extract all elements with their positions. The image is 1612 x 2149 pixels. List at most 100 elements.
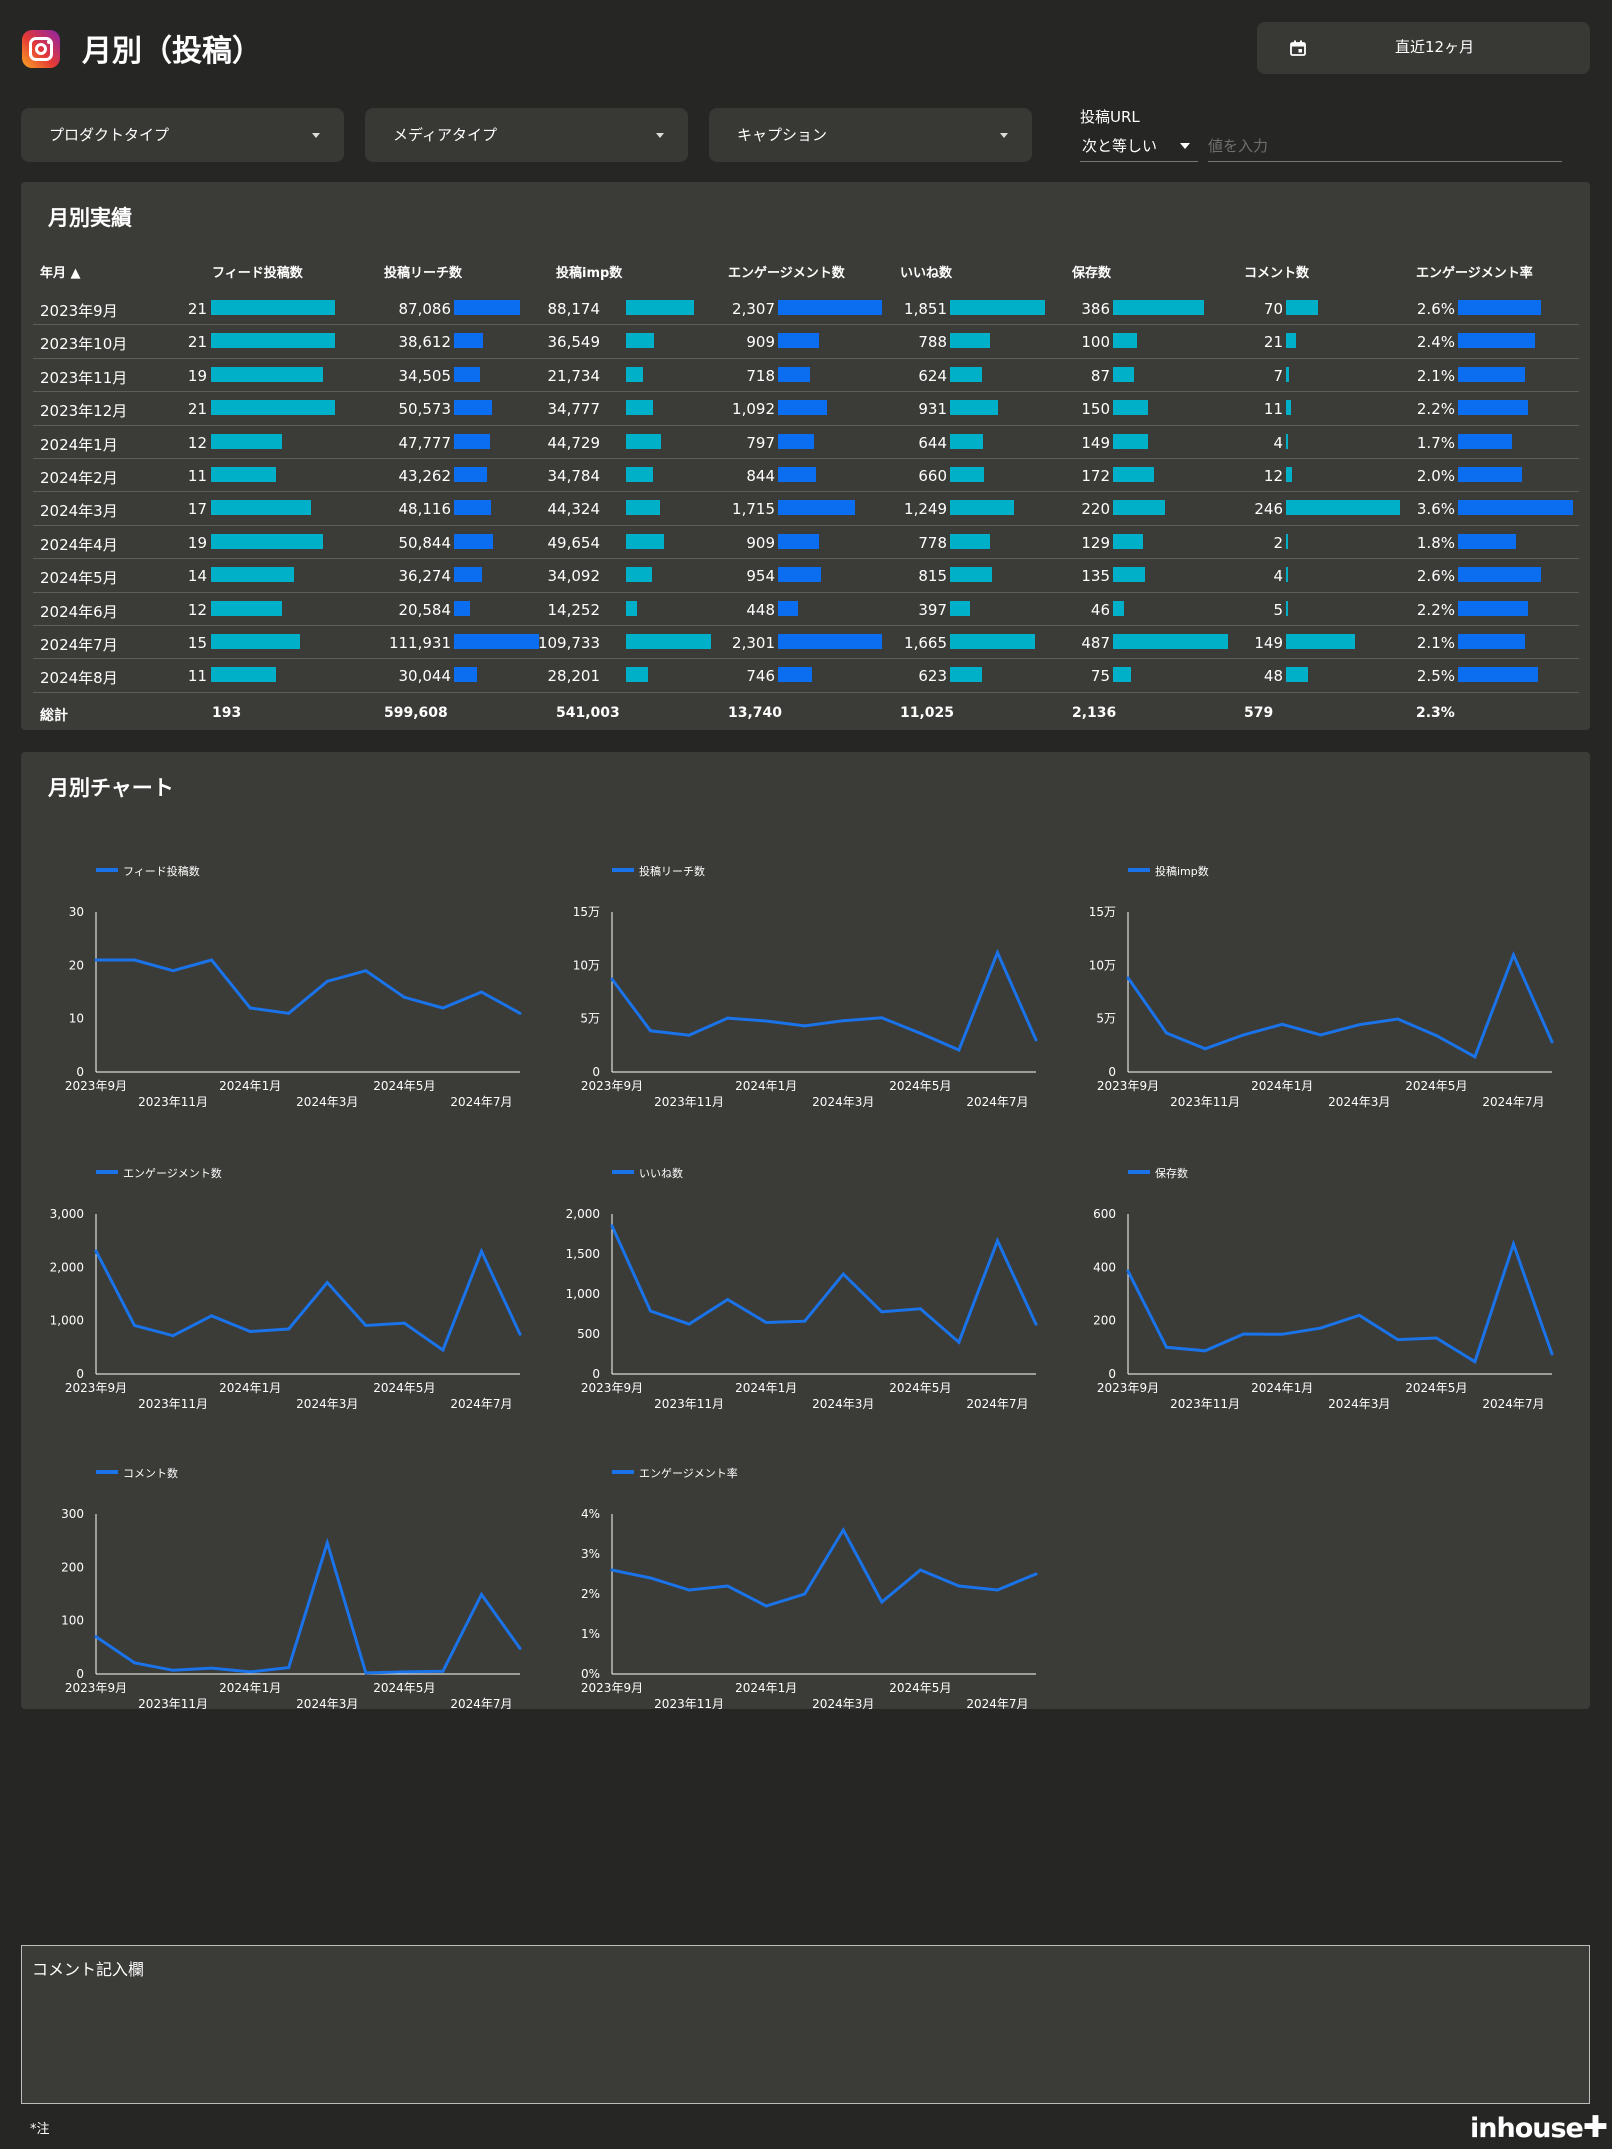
bar-mark	[778, 433, 814, 449]
url-value-input[interactable]	[1208, 130, 1562, 162]
column-header-6[interactable]: 保存数	[1072, 266, 1112, 281]
x-tick-label: 2024年7月	[966, 1697, 1028, 1709]
data-point	[133, 958, 137, 962]
product-type-filter-label: プロダクトタイプ	[49, 126, 170, 144]
bar-mark	[454, 400, 493, 416]
data-point	[94, 1249, 98, 1253]
table-row[interactable]: 2023年9月 21 87,086 88,174 2,307 1,851 386 70 2.6%	[33, 292, 1579, 326]
x-tick-label: 2024年3月	[812, 1697, 874, 1709]
value-cell: 746	[746, 667, 775, 686]
x-tick-label: 2024年5月	[373, 1381, 435, 1395]
table-row[interactable]: 2024年7月 15 111,931 109,733 2,301 1,665 487 149 2…	[33, 626, 1579, 660]
table-row[interactable]: 2024年2月 11 43,262 34,784 844 660 172 12 2.0%	[33, 459, 1579, 493]
value-cell: 5	[1273, 600, 1283, 619]
bar-mark	[950, 400, 998, 416]
data-point	[248, 1329, 252, 1333]
value-cell: 36,274	[398, 567, 452, 586]
value-cell: 11	[1263, 400, 1283, 419]
url-operator-select[interactable]: 次と等しい	[1080, 130, 1198, 162]
value-cell: 487	[1081, 633, 1110, 652]
series-line	[610, 1225, 1038, 1345]
y-tick-label: 0%	[581, 1667, 600, 1681]
y-tick-label: 15万	[573, 905, 600, 919]
data-point	[441, 1006, 445, 1010]
value-cell: 1.7%	[1416, 433, 1455, 452]
data-point	[764, 1019, 768, 1023]
bar-mark	[778, 533, 819, 549]
data-point	[1034, 1038, 1038, 1042]
bar-mark	[1458, 633, 1526, 649]
column-header-1[interactable]: フィード投稿数	[212, 266, 303, 281]
product-type-filter[interactable]: プロダクトタイプ	[21, 108, 344, 162]
table-row[interactable]: 2023年10月 21 38,612 36,549 909 788 100 21 2.4%	[33, 325, 1579, 359]
page-title: 月別（投稿）	[82, 34, 262, 69]
data-point	[210, 958, 214, 962]
monthly-charts-panel: 月別チャート フィード投稿数 0 10 20 30 2023年9月 2024年1月 2024年…	[21, 752, 1590, 1709]
value-cell: 50,844	[398, 533, 452, 552]
value-cell: 36,549	[547, 333, 601, 352]
data-point	[1550, 1040, 1554, 1044]
x-tick-label: 2024年1月	[735, 1681, 797, 1695]
table-row[interactable]: 2023年12月 21 50,573 34,777 1,092 931 150 11 2.2%	[33, 392, 1579, 426]
caption-filter[interactable]: キャプション	[709, 108, 1032, 162]
bar-mark	[1286, 333, 1296, 349]
data-point	[1473, 1360, 1477, 1364]
data-point	[649, 1576, 653, 1580]
x-tick-label: 2024年1月	[735, 1381, 797, 1395]
value-cell: 718	[746, 366, 775, 385]
data-point	[1034, 1572, 1038, 1576]
table-row[interactable]: 2024年8月 11 30,044 28,201 746 623 75 48 2.5%	[33, 659, 1579, 693]
table-row[interactable]: 2024年3月 17 48,116 44,324 1,715 1,249 220 246 3.6…	[33, 492, 1579, 526]
value-cell: 100	[1081, 333, 1110, 352]
bar-mark	[778, 600, 799, 616]
column-header-0[interactable]: 年月 ▲	[40, 266, 81, 281]
data-point	[1319, 1033, 1323, 1037]
bar-mark	[626, 500, 661, 516]
data-point	[287, 1666, 291, 1670]
x-tick-label: 2024年5月	[1405, 1079, 1467, 1093]
series-line	[96, 958, 521, 1015]
value-cell: 34,092	[547, 567, 601, 586]
media-type-filter[interactable]: メディアタイプ	[365, 108, 688, 162]
data-point	[1242, 1332, 1246, 1336]
data-point	[1203, 1047, 1207, 1051]
value-cell: 220	[1081, 500, 1110, 519]
y-tick-label: 0	[1108, 1065, 1116, 1079]
x-tick-label: 2024年7月	[966, 1397, 1028, 1411]
value-cell: 1,715	[732, 500, 775, 519]
y-tick-label: 10	[69, 1012, 84, 1026]
y-tick-label: 0	[592, 1065, 600, 1079]
table-row[interactable]: 2023年11月 19 34,505 21,734 718 624 87 7 2.1%	[33, 359, 1579, 393]
value-cell: 50,573	[398, 400, 452, 419]
value-cell: 12	[187, 600, 207, 619]
bar-mark	[1113, 333, 1137, 349]
table-row[interactable]: 2024年5月 14 36,274 34,092 954 815 135 4 2.6%	[33, 559, 1579, 593]
x-tick-label: 2024年3月	[812, 1397, 874, 1411]
table-row[interactable]: 2024年4月 19 50,844 49,654 909 778 129 2 1.8%	[33, 526, 1579, 560]
table-row[interactable]: 2024年1月 12 47,777 44,729 797 644 149 4 1.7%	[33, 426, 1579, 459]
bar-mark	[778, 567, 821, 583]
bar-mark	[950, 600, 971, 616]
table-row[interactable]: 2024年6月 12 20,584 14,252 448 397 46 5 2.2%	[33, 593, 1579, 626]
column-header-5[interactable]: いいね数	[900, 266, 953, 281]
column-header-3[interactable]: 投稿imp数	[556, 266, 623, 281]
bar-mark	[211, 600, 282, 616]
bar-mark	[1458, 366, 1526, 382]
data-point	[803, 1024, 807, 1028]
column-header-4[interactable]: エンゲージメント数	[728, 266, 845, 281]
date-range-selector[interactable]: 直近12ヶ月	[1257, 22, 1590, 74]
comment-box[interactable]: コメント記入欄	[21, 1945, 1590, 2104]
column-header-7[interactable]: コメント数	[1244, 266, 1310, 281]
bar-mark	[778, 633, 882, 649]
value-cell: 21	[187, 333, 207, 352]
data-point	[1511, 953, 1515, 957]
bar-mark	[1458, 533, 1516, 549]
bar-mark	[1113, 567, 1145, 583]
month-cell: 2023年9月	[40, 302, 118, 320]
y-tick-label: 5万	[1096, 1012, 1116, 1026]
data-point	[610, 977, 614, 981]
column-header-2[interactable]: 投稿リーチ数	[384, 266, 463, 281]
bar-mark	[454, 433, 491, 449]
column-header-8[interactable]: エンゲージメント率	[1416, 266, 1533, 281]
x-tick-label: 2024年1月	[735, 1079, 797, 1093]
